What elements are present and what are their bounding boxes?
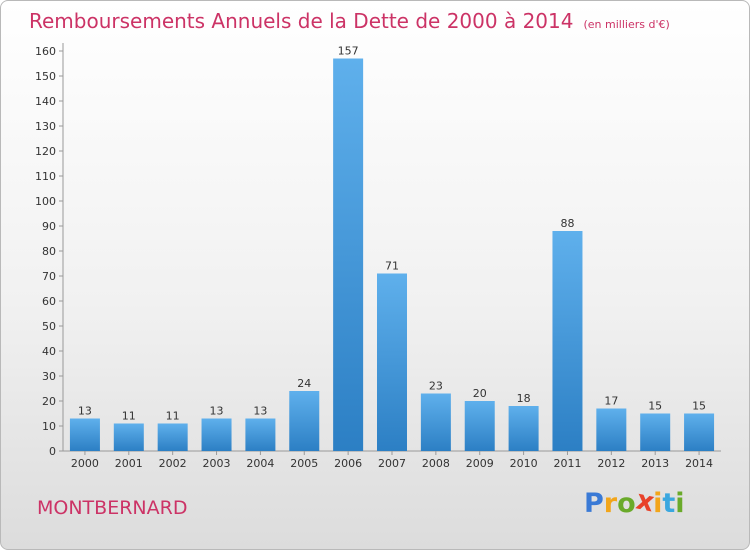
value-label-2001: 11 (122, 410, 136, 423)
y-tick-label: 120 (35, 145, 56, 158)
bar-2003 (201, 418, 232, 451)
y-tick-label: 90 (42, 220, 56, 233)
y-tick-label: 150 (35, 70, 56, 83)
value-label-2008: 23 (429, 380, 443, 393)
value-label-2009: 20 (473, 387, 487, 400)
logo-letter: P (584, 488, 604, 519)
x-tick-label-2011: 2011 (553, 457, 581, 470)
chart-unit-label: (en milliers d'€) (583, 18, 670, 31)
chart-title: Remboursements Annuels de la Dette de 20… (29, 9, 670, 33)
value-label-2014: 15 (692, 400, 706, 413)
value-label-2007: 71 (385, 260, 399, 273)
x-tick-label-2014: 2014 (685, 457, 713, 470)
y-tick-label: 80 (42, 245, 56, 258)
y-tick-label: 70 (42, 270, 56, 283)
axes: 0 10 20 30 40 50 60 70 80 90 100 110 120 130 140 150 160… (35, 43, 721, 470)
x-tick-label-2000: 2000 (71, 457, 99, 470)
logo-letter: t (662, 488, 676, 519)
y-tick-label: 130 (35, 120, 56, 133)
bar-2002 (157, 423, 188, 451)
bar-2008 (420, 393, 451, 451)
x-tick-label-2006: 2006 (334, 457, 362, 470)
x-tick-label-2010: 2010 (510, 457, 538, 470)
logo-letter: i (653, 488, 663, 519)
x-tick-label-2001: 2001 (115, 457, 143, 470)
location-name: MONTBERNARD (37, 497, 188, 519)
x-tick-label-2005: 2005 (290, 457, 318, 470)
y-tick-label: 10 (42, 420, 56, 433)
bar-2010 (508, 406, 539, 451)
value-label-2002: 11 (166, 410, 180, 423)
value-label-2003: 13 (210, 405, 224, 418)
x-tick-label-2013: 2013 (641, 457, 669, 470)
value-label-2012: 17 (604, 395, 618, 408)
value-label-2006: 157 (338, 45, 359, 58)
y-tick-label: 0 (49, 445, 56, 458)
x-tick-label-2008: 2008 (422, 457, 450, 470)
x-tick-label-2009: 2009 (466, 457, 494, 470)
logo-letter: i (675, 488, 685, 519)
bar-2012 (596, 408, 627, 451)
value-label-2000: 13 (78, 405, 92, 418)
y-tick-label: 50 (42, 320, 56, 333)
x-tick-label-2004: 2004 (246, 457, 274, 470)
x-tick-label-2002: 2002 (159, 457, 187, 470)
y-tick-label: 20 (42, 395, 56, 408)
x-tick-label-2012: 2012 (597, 457, 625, 470)
y-tick-label: 100 (35, 195, 56, 208)
proxiti-logo: Proxiti (584, 485, 685, 519)
bar-2005 (289, 391, 320, 451)
logo-letter: r (603, 488, 618, 519)
x-tick-label-2007: 2007 (378, 457, 406, 470)
y-tick-label: 110 (35, 170, 56, 183)
y-tick-label: 30 (42, 370, 56, 383)
value-label-2004: 13 (253, 405, 267, 418)
bar-2004 (245, 418, 276, 451)
bar-chart: 0 10 20 30 40 50 60 70 80 90 100 110 120 130 140 150 160… (35, 43, 721, 470)
chart-title-text: Remboursements Annuels de la Dette de 20… (29, 9, 574, 33)
logo-letter: o (617, 488, 636, 519)
value-label-2011: 88 (560, 217, 574, 230)
bar-2014 (684, 413, 715, 451)
value-label-2010: 18 (517, 392, 531, 405)
value-labels: 13 11 11 13 13 24 157 71 23 20 18 88 17 15 15 (78, 45, 706, 423)
y-tick-label: 160 (35, 45, 56, 58)
bar-2006 (333, 58, 364, 451)
bar-2007 (377, 273, 407, 451)
bar-2009 (464, 401, 495, 451)
y-tick-label: 60 (42, 295, 56, 308)
y-tick-label: 40 (42, 345, 56, 358)
x-tick-label-2003: 2003 (203, 457, 231, 470)
bars (69, 58, 715, 451)
bar-2013 (640, 413, 671, 451)
value-label-2013: 15 (648, 400, 662, 413)
bar-2000 (69, 418, 100, 451)
bar-2011 (552, 231, 583, 451)
bar-2001 (113, 423, 144, 451)
y-tick-label: 140 (35, 95, 56, 108)
value-label-2005: 24 (297, 377, 311, 390)
